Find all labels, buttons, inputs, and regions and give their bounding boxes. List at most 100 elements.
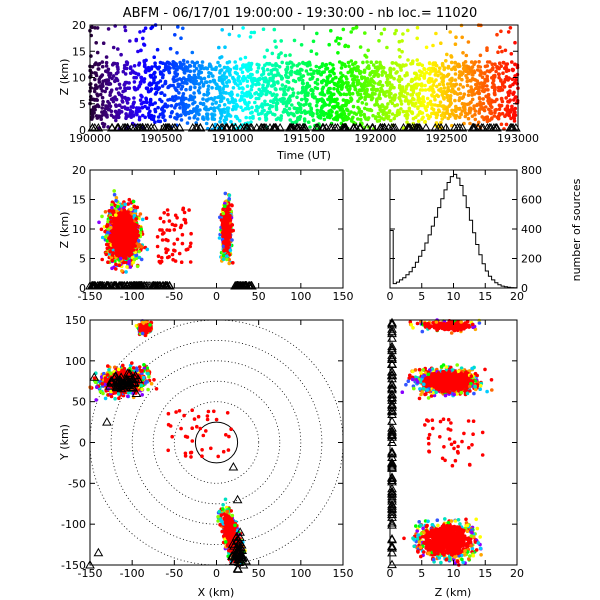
time-height-point xyxy=(498,45,502,49)
time-height-point xyxy=(264,92,269,96)
x-height-point xyxy=(124,242,129,247)
time-height-point xyxy=(499,29,503,34)
time-height-point xyxy=(112,96,117,101)
x-height-point xyxy=(120,216,124,220)
time-height-point xyxy=(441,95,446,100)
time-height-point xyxy=(218,71,222,75)
time-height-point xyxy=(172,98,177,103)
x-height-point xyxy=(162,220,166,224)
time-height-point xyxy=(226,111,230,116)
x-height-point xyxy=(106,230,110,235)
time-height-point xyxy=(138,98,143,102)
time-height-point xyxy=(221,90,226,95)
time-height-point xyxy=(251,76,256,81)
x-height-point xyxy=(138,212,143,216)
height-histogram-ylabel: number of sources xyxy=(570,178,583,281)
time-height-point xyxy=(292,38,297,43)
time-height-point xyxy=(450,111,455,116)
time-height-point xyxy=(369,60,374,64)
time-height-point xyxy=(208,79,212,84)
time-height-point xyxy=(415,25,420,30)
time-height-point xyxy=(136,49,140,54)
time-height-point xyxy=(250,84,254,89)
x-height-point xyxy=(118,223,123,228)
time-height-point xyxy=(144,86,149,90)
time-height-point xyxy=(181,103,185,108)
time-height-point xyxy=(311,112,315,116)
time-height-point xyxy=(496,50,500,54)
time-height-point xyxy=(338,113,342,118)
time-height-point xyxy=(242,98,247,102)
time-height-point xyxy=(406,58,410,62)
time-height-point xyxy=(388,66,393,71)
time-height-point xyxy=(299,110,304,115)
time-height-point xyxy=(285,61,289,65)
time-height-point xyxy=(279,39,284,43)
time-height-point xyxy=(351,26,355,31)
x-height-point xyxy=(127,197,132,202)
time-height-x-tick-label-4: 192000 xyxy=(354,132,396,145)
time-height-point xyxy=(466,65,471,69)
time-height-point xyxy=(118,86,122,90)
x-height-point xyxy=(225,232,230,236)
time-height-point xyxy=(132,80,137,84)
time-height-point xyxy=(295,95,299,100)
time-height-point xyxy=(255,69,260,74)
time-height-point xyxy=(171,61,176,66)
time-height-point xyxy=(185,121,190,125)
time-height-point xyxy=(424,70,429,75)
time-height-point xyxy=(398,91,402,96)
time-height-point xyxy=(245,79,250,83)
time-height-point xyxy=(463,114,468,119)
time-height-point xyxy=(416,62,420,67)
time-height-point xyxy=(374,115,379,119)
time-height-point xyxy=(382,27,387,32)
x-height-x-tick-label-1: -100 xyxy=(120,290,145,303)
time-height-point xyxy=(182,70,187,74)
x-height-point xyxy=(167,219,172,223)
time-height-point xyxy=(171,95,175,99)
time-height-point xyxy=(441,91,445,96)
time-height-point xyxy=(107,107,112,112)
time-height-point xyxy=(427,61,432,66)
time-height-point xyxy=(493,62,497,66)
x-height-point xyxy=(127,261,131,266)
time-height-point xyxy=(244,115,248,120)
time-height-point xyxy=(429,103,434,107)
x-height-point xyxy=(162,211,166,215)
time-height-point xyxy=(181,92,186,96)
time-height-point xyxy=(486,88,490,92)
time-height-point xyxy=(415,36,420,41)
time-height-point xyxy=(229,120,233,124)
x-height-point xyxy=(188,260,193,264)
time-height-point xyxy=(379,64,384,69)
time-height-point xyxy=(115,62,120,66)
time-height-point xyxy=(419,82,424,86)
time-height-point xyxy=(377,114,382,119)
time-height-point xyxy=(480,115,485,119)
time-height-point xyxy=(124,114,129,119)
time-height-point xyxy=(173,86,177,90)
time-height-point xyxy=(100,64,105,69)
time-height-point xyxy=(502,61,506,65)
time-height-point xyxy=(295,63,300,68)
time-height-point xyxy=(498,113,502,117)
time-height-point xyxy=(204,121,209,126)
time-height-point xyxy=(265,84,270,88)
x-height-point xyxy=(139,227,143,232)
time-height-point xyxy=(148,100,153,104)
time-height-point xyxy=(143,26,148,31)
time-height-point xyxy=(194,66,199,71)
time-height-point xyxy=(295,106,300,111)
time-height-point xyxy=(120,95,125,100)
time-height-point xyxy=(349,30,354,34)
time-height-point xyxy=(379,31,384,36)
time-height-point xyxy=(178,60,182,65)
x-height-point xyxy=(186,247,190,251)
time-height-point xyxy=(446,64,451,69)
time-height-point xyxy=(117,82,122,87)
time-height-point xyxy=(309,49,314,53)
time-height-point xyxy=(230,92,234,97)
x-height-point xyxy=(225,254,229,258)
